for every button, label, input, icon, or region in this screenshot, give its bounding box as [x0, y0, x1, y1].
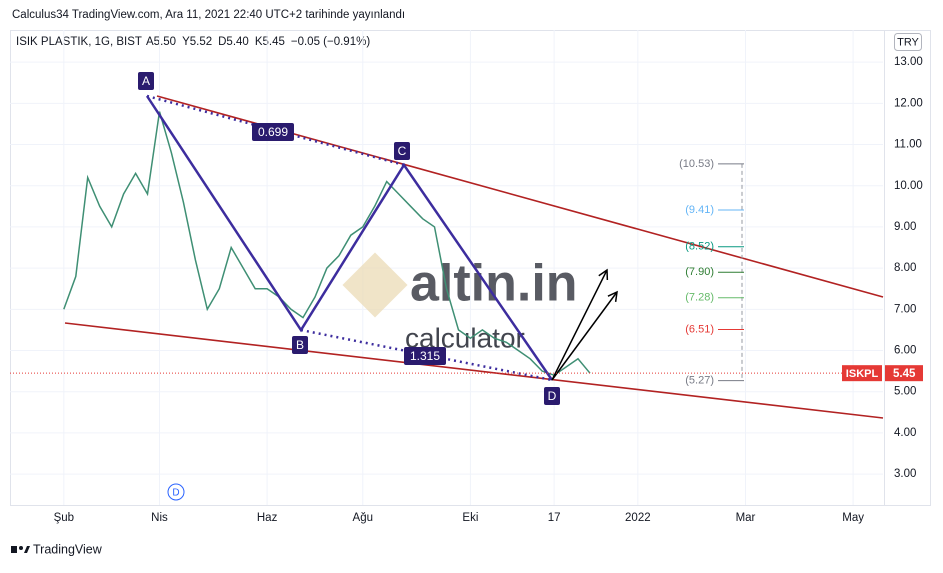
y-tick-label: 7.00: [894, 303, 916, 315]
ohlc-value: D5.40: [218, 36, 249, 48]
symbol: ISIK PLASTIK, 1G, BIST: [16, 36, 142, 48]
level-label: (8.52): [685, 241, 714, 253]
level-label: (5.27): [685, 374, 714, 386]
x-tick-label: Eki: [462, 512, 478, 524]
price-tag: [885, 365, 923, 382]
pattern-label-box: [544, 387, 560, 405]
ratio-label: 1.315: [410, 349, 440, 363]
ohlc-value: K5.45: [255, 36, 285, 48]
pattern-label-box: [292, 336, 308, 354]
pattern-label: D: [548, 389, 557, 403]
trend-line: [64, 322, 884, 419]
ohlc-value: −0.05 (−0.91%): [291, 36, 370, 48]
currency[interactable]: TRY: [897, 36, 919, 48]
ratio-box: [252, 123, 294, 141]
logo-mark: [19, 546, 23, 550]
arrow: [551, 291, 618, 381]
publisher: Calculus34 TradingView.com, Ara 11, 2021…: [12, 9, 405, 21]
x-tick-label: Şub: [54, 512, 74, 524]
x-tick-label: 17: [548, 512, 561, 524]
y-tick-label: 13.00: [894, 56, 923, 68]
ticker-tag: [842, 365, 882, 382]
watermark: altin.in: [410, 255, 578, 313]
level-label: (9.41): [685, 204, 714, 216]
x-tick-label: 2022: [625, 512, 651, 524]
event-marker-label: D: [172, 488, 179, 499]
footer-logo: [11, 546, 30, 553]
x-tick-label: Ağu: [353, 512, 373, 524]
y-tick-label: 4.00: [894, 427, 916, 439]
level-label: (7.90): [685, 266, 714, 278]
pattern-label: C: [398, 144, 407, 158]
event-marker: [167, 483, 185, 501]
ratio-label: 0.699: [258, 125, 288, 139]
x-tick-label: Mar: [736, 512, 756, 524]
arrow: [551, 269, 608, 381]
x-tick-label: May: [842, 512, 864, 524]
pattern-label: B: [296, 338, 304, 352]
logo-mark: [11, 546, 17, 553]
x-tick-label: Haz: [257, 512, 278, 524]
y-tick-label: 6.00: [894, 345, 916, 357]
y-tick-label: 5.00: [894, 386, 916, 398]
price-line: [63, 111, 591, 377]
currency-box[interactable]: [894, 33, 922, 51]
pattern-label: A: [142, 74, 150, 88]
level-label: (10.53): [679, 158, 714, 170]
symbol-header: ISIK PLASTIK, 1G, BIST A5.50 Y5.52 D5.40 K5…: [16, 36, 370, 48]
x-tick-label: Nis: [151, 512, 168, 524]
footer-brand: TradingView: [33, 542, 103, 556]
y-tick-label: 12.00: [894, 97, 923, 109]
y-tick-label: 10.00: [894, 180, 923, 192]
ratio-box: [404, 347, 446, 365]
y-tick-label: 9.00: [894, 221, 916, 233]
level-label: (6.51): [685, 323, 714, 335]
ticker: ISKPL: [846, 368, 879, 380]
pattern-label-box: [394, 142, 410, 160]
ohlc-value: Y5.52: [182, 36, 212, 48]
y-tick-label: 3.00: [894, 468, 916, 480]
y-tick-label: 8.00: [894, 262, 916, 274]
logo-mark: [24, 546, 30, 553]
pattern-label-box: [138, 72, 154, 90]
level-label: (7.28): [685, 292, 714, 304]
price-tag-label: 5.45: [893, 368, 916, 380]
ohlc-value: A5.50: [146, 36, 176, 48]
pattern-line: [145, 95, 554, 381]
y-tick-label: 11.00: [894, 139, 922, 151]
arrow-head: [598, 268, 609, 281]
arrow-head: [607, 290, 618, 303]
watermark-logo: [342, 252, 408, 318]
